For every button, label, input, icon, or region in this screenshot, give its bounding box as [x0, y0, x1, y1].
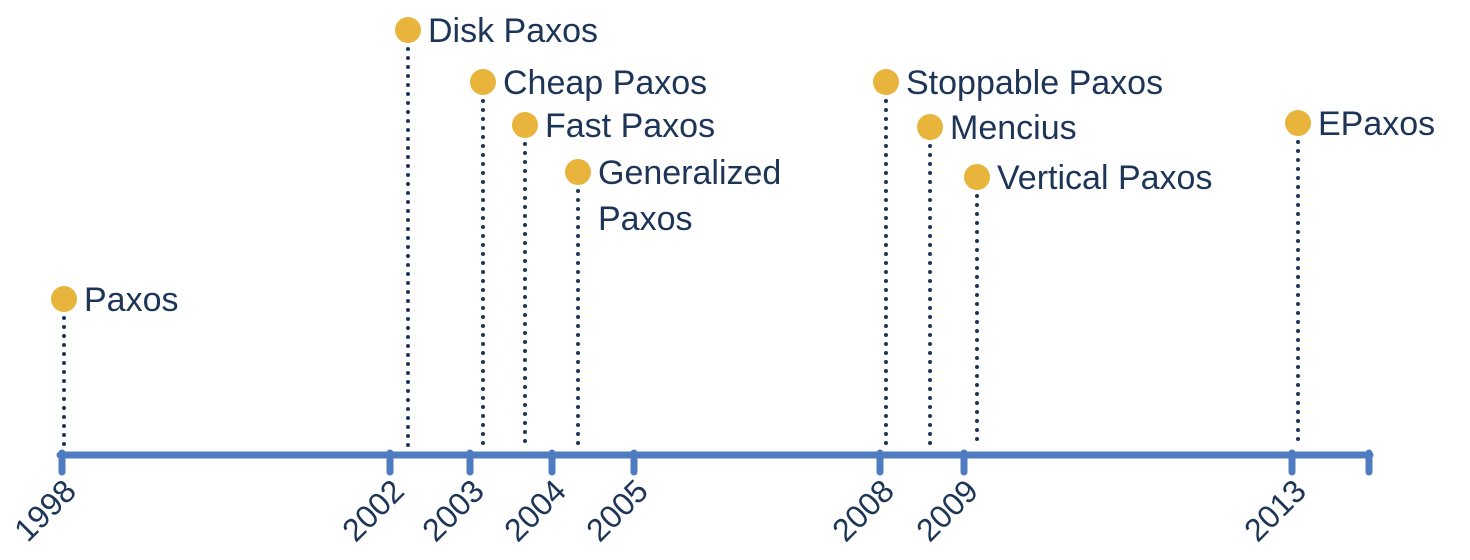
event-dot — [964, 164, 990, 190]
year-label-2004: 2004 — [497, 472, 573, 548]
year-label-2005: 2005 — [579, 472, 655, 548]
event-marker: EPaxos — [1285, 105, 1435, 143]
event-dot — [565, 159, 591, 185]
event-label: Disk Paxos — [428, 12, 598, 50]
event-marker: Paxos — [51, 281, 179, 319]
event-marker: Mencius — [917, 109, 1077, 147]
event-dot — [470, 69, 496, 95]
event-label: EPaxos — [1318, 105, 1435, 143]
event-label: Stoppable Paxos — [906, 64, 1163, 102]
event-stems — [62, 38, 1300, 449]
event-label: Cheap Paxos — [503, 64, 707, 102]
year-label-2013: 2013 — [1237, 472, 1313, 548]
event-dot — [51, 286, 77, 312]
event-label: Generalized — [598, 154, 781, 192]
event-marker: Disk Paxos — [395, 12, 598, 50]
timeline-axis — [56, 449, 1374, 476]
event-marker: Stoppable Paxos — [873, 64, 1163, 102]
event-label: Paxos — [84, 281, 179, 319]
event-dot — [395, 17, 421, 43]
year-label-2008: 2008 — [825, 472, 901, 548]
year-label-2002: 2002 — [335, 472, 411, 548]
event-marker: Generalized Paxos — [565, 154, 781, 238]
event-marker: Cheap Paxos — [470, 64, 707, 102]
event-label: Vertical Paxos — [997, 159, 1212, 197]
event-markers: Paxos Disk Paxos Cheap Paxos Fast Paxos Gene… — [51, 12, 1435, 319]
year-label-2009: 2009 — [909, 472, 985, 548]
event-dot — [917, 114, 943, 140]
event-label: Mencius — [950, 109, 1077, 147]
event-marker: Fast Paxos — [512, 107, 715, 145]
year-label-1998: 1998 — [7, 472, 83, 548]
event-dot — [512, 112, 538, 138]
event-label: Fast Paxos — [545, 107, 715, 145]
event-dot — [1285, 110, 1311, 136]
event-label: Paxos — [598, 200, 693, 238]
event-dot — [873, 69, 899, 95]
year-label-2003: 2003 — [415, 472, 491, 548]
event-marker: Vertical Paxos — [964, 159, 1212, 197]
year-labels: 1998 2002 2003 2004 2005 2008 2009 2013 — [7, 472, 1313, 548]
